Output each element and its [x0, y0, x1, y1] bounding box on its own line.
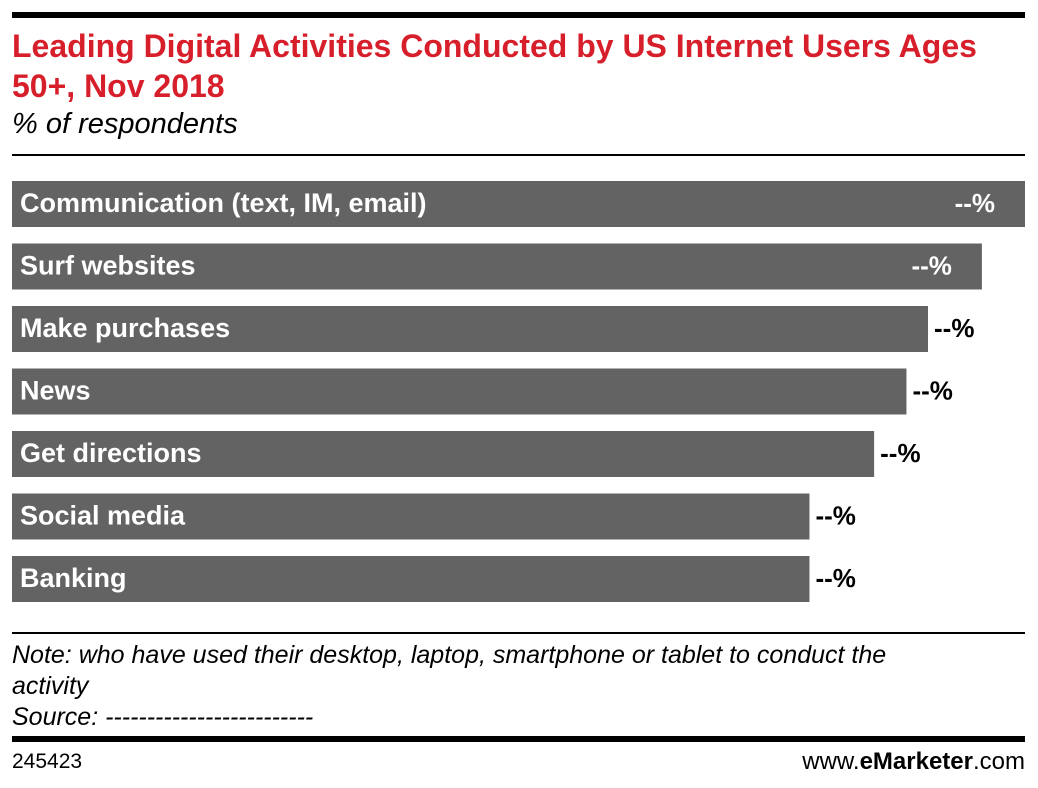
category-label: Get directions: [20, 438, 202, 468]
brand-name: eMarketer: [859, 748, 973, 775]
bar: [12, 306, 929, 352]
brand: www.eMarketer.com: [802, 748, 1025, 776]
bar: [12, 368, 907, 415]
value-label: --%: [911, 250, 951, 280]
value-label: --%: [880, 438, 920, 468]
category-label: Make purchases: [20, 313, 230, 343]
value-label: --%: [912, 375, 952, 405]
source: Source: -------------------------: [12, 703, 314, 731]
bar: [12, 431, 875, 477]
brand-suffix: .com: [972, 748, 1025, 775]
value-label: --%: [815, 500, 855, 530]
chart-title: Leading Digital Activities Conducted by …: [12, 28, 977, 104]
top-rule: [12, 12, 1025, 18]
value-label: --%: [815, 563, 855, 593]
brand-prefix: www.: [802, 748, 860, 775]
bottom-rule: [12, 736, 1025, 742]
value-label: --%: [934, 313, 974, 343]
header-rule: [12, 154, 1025, 156]
bar: [12, 181, 1025, 227]
bar: [12, 556, 810, 602]
category-label: News: [20, 376, 91, 406]
footer-rule: [12, 632, 1025, 634]
category-label: Surf websites: [20, 251, 196, 281]
plot: Communication (text, IM, email) --% Surf w…: [12, 181, 1025, 602]
value-label: --%: [955, 188, 995, 218]
note: Note: who have used their desktop, lapto…: [12, 641, 887, 700]
category-label: Social media: [20, 501, 186, 531]
chart-id: 245423: [12, 750, 83, 773]
bar: [12, 493, 810, 540]
category-label: Banking: [20, 563, 127, 593]
category-label: Communication (text, IM, email): [20, 188, 427, 218]
chart-subtitle: % of respondents: [12, 108, 238, 140]
bar: [12, 243, 982, 290]
